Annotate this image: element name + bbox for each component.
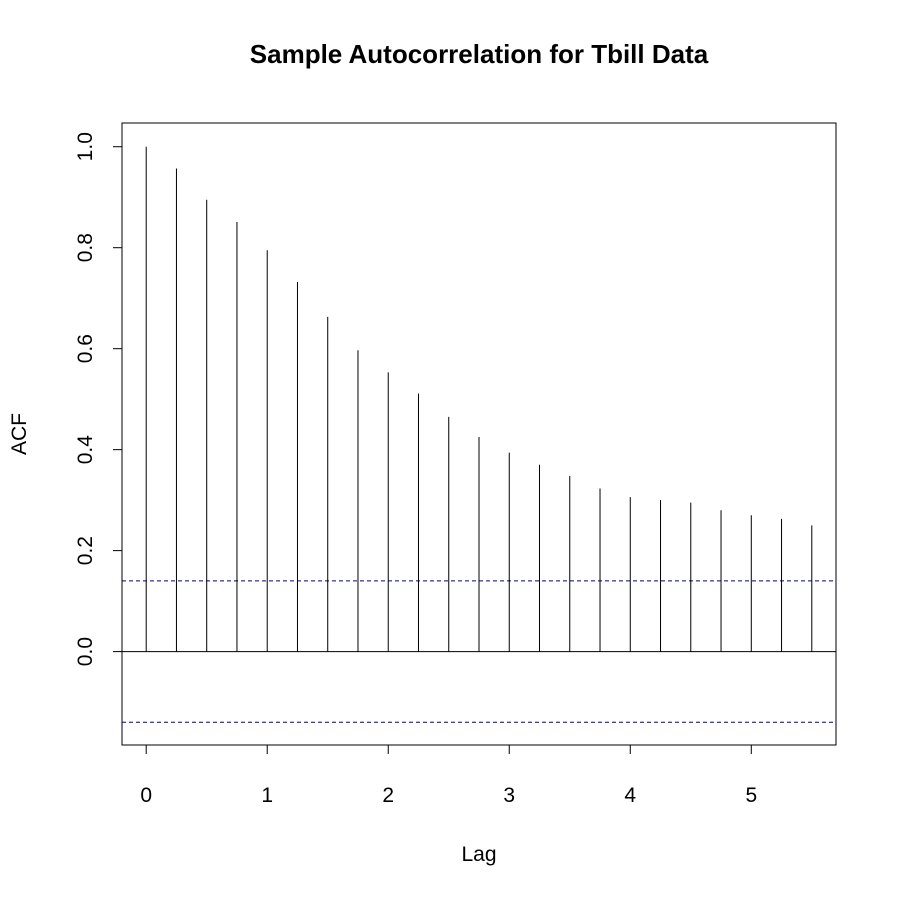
y-tick-label: 0.6 xyxy=(74,334,97,363)
y-tick-label: 0.8 xyxy=(74,233,97,262)
x-tick-label: 4 xyxy=(624,784,636,807)
x-tick-label: 2 xyxy=(382,784,394,807)
y-axis: 0.0 0.2 0.4 0.6 0.8 1.0 xyxy=(74,132,123,666)
y-tick-label: 0.4 xyxy=(74,435,97,465)
x-axis: 0 1 2 3 4 5 xyxy=(140,744,757,807)
chart-title: Sample Autocorrelation for Tbill Data xyxy=(250,39,709,69)
x-tick-label: 0 xyxy=(140,784,152,807)
x-tick-label: 1 xyxy=(261,784,273,807)
x-tick-label: 3 xyxy=(503,784,515,807)
y-tick-label: 1.0 xyxy=(74,132,97,161)
y-tick-label: 0.2 xyxy=(74,536,97,565)
acf-bars xyxy=(145,146,813,652)
y-tick-label: 0.0 xyxy=(74,637,97,666)
x-axis-label: Lag xyxy=(461,843,496,866)
x-tick-label: 5 xyxy=(745,784,757,807)
y-axis-label: ACF xyxy=(8,413,31,455)
